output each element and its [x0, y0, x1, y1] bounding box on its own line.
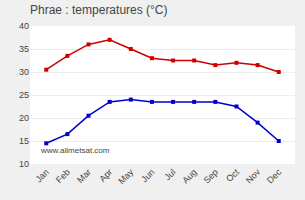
svg-text:40: 40 [19, 21, 29, 31]
svg-text:Jul: Jul [162, 167, 177, 182]
svg-text:Jan: Jan [34, 167, 51, 184]
svg-text:25: 25 [19, 90, 29, 100]
svg-text:Apr: Apr [97, 167, 114, 184]
svg-text:Phrae : temperatures (°C): Phrae : temperatures (°C) [30, 3, 168, 17]
svg-text:30: 30 [19, 67, 29, 77]
svg-text:Jun: Jun [139, 167, 156, 184]
svg-text:Dec: Dec [265, 167, 284, 186]
svg-text:35: 35 [19, 44, 29, 54]
svg-text:15: 15 [19, 136, 29, 146]
svg-text:www.allmetsat.com: www.allmetsat.com [40, 146, 110, 155]
svg-text:May: May [116, 167, 135, 186]
svg-text:Aug: Aug [180, 167, 198, 185]
svg-text:Sep: Sep [202, 167, 220, 185]
svg-text:Mar: Mar [75, 167, 93, 185]
svg-text:20: 20 [19, 113, 29, 123]
svg-text:Feb: Feb [54, 167, 72, 185]
svg-text:Oct: Oct [224, 167, 241, 184]
svg-text:10: 10 [19, 159, 29, 169]
svg-text:Nov: Nov [244, 167, 263, 186]
